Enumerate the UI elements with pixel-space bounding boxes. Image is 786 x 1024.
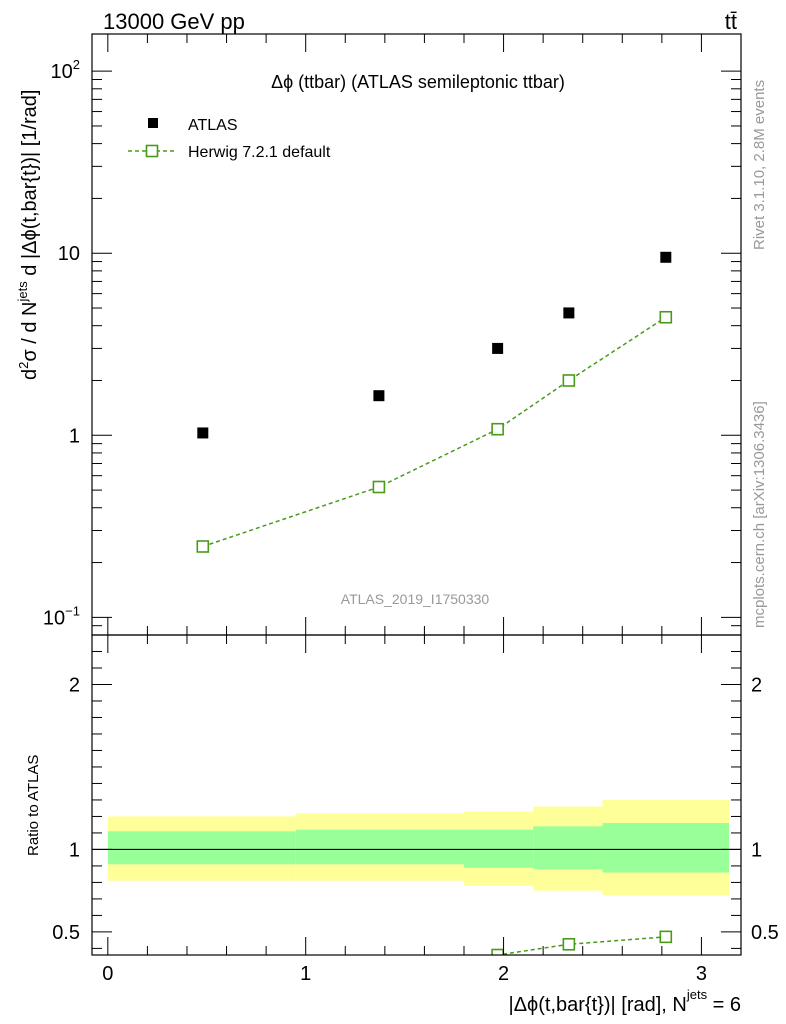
main-panel: 10−1 1 10 102 Δϕ (ttbar) (ATLAS semileptoni…	[15, 33, 742, 636]
ratio-y-axis-label: Ratio to ATLAS	[25, 755, 42, 856]
herwig-line	[202, 316, 667, 548]
herwig-point	[659, 310, 673, 324]
x-tick-label: 1	[300, 963, 311, 985]
ratio-y-tick-label: 2	[69, 674, 80, 696]
main-y-axis-label: d2σ / d Njets d |Δϕ(t,bar{t})| [1/rad]	[15, 90, 41, 380]
atlas-point	[563, 307, 575, 319]
atlas-point	[660, 251, 672, 263]
ratio-point	[659, 930, 673, 944]
x-tick-label: 2	[498, 963, 509, 985]
legend-herwig-marker	[145, 144, 159, 158]
ratio-y-tick-label-right: 1	[751, 839, 762, 861]
ratio-point	[197, 970, 208, 981]
ratio-series-line	[485, 936, 666, 955]
ratio-axis-ticks: 0 1 2 3 0.5 0.5 1 1 2 2	[52, 635, 779, 985]
main-data-layer	[196, 251, 673, 553]
header-energy-label: 13000 GeV pp	[103, 9, 245, 34]
rivet-label: Rivet 3.1.10, 2.8M events	[751, 80, 768, 250]
x-tick-label: 0	[102, 963, 113, 985]
x-axis-label: |Δϕ(t,bar{t})| [rad], Njets = 6	[509, 987, 742, 1016]
uncertainty-band-inner	[107, 831, 296, 865]
header-process-label: tt̄	[725, 9, 737, 34]
herwig-point	[562, 374, 576, 387]
ratio-y-tick-label: 1	[69, 839, 80, 861]
ratio-panel: 0 1 2 3 0.5 0.5 1 1 2 2 Ratio to ATLAS |Δϕ(t,bar{…	[25, 634, 779, 1016]
legend-atlas-label: ATLAS	[188, 117, 238, 134]
mcplots-label: mcplots.cern.ch [arXiv:1306.3436]	[751, 401, 768, 628]
main-y-tick-label: 1	[69, 425, 80, 447]
legend: ATLAS Herwig 7.2.1 default	[128, 117, 331, 161]
legend-herwig-label: Herwig 7.2.1 default	[188, 144, 331, 161]
atlas-point	[492, 342, 504, 354]
ratio-data-layer	[92, 799, 741, 981]
main-y-tick-label: 102	[51, 57, 80, 83]
ratio-frame	[91, 634, 742, 956]
herwig-point	[196, 540, 210, 553]
uncertainty-band-inner	[602, 823, 730, 873]
ratio-y-tick-label: 0.5	[52, 922, 80, 944]
main-y-tick-label: 10−1	[43, 603, 80, 629]
atlas-point	[373, 390, 385, 402]
watermark-label: ATLAS_2019_I1750330	[341, 591, 490, 607]
uncertainty-band-inner	[295, 829, 464, 865]
legend-atlas-marker	[148, 118, 158, 128]
ratio-series-group	[197, 930, 673, 981]
uncertainty-band-inner	[463, 829, 534, 868]
ratio-point	[373, 957, 384, 968]
x-tick-label: 3	[696, 963, 707, 985]
herwig-point	[491, 422, 504, 436]
ratio-y-tick-label-right: 0.5	[751, 922, 779, 944]
main-axis-ticks: 10−1 1 10 102	[43, 34, 741, 636]
ratio-point	[562, 937, 576, 951]
herwig-point	[372, 480, 386, 494]
atlas-point	[197, 427, 209, 439]
plot-title: Δϕ (ttbar) (ATLAS semileptonic ttbar)	[271, 72, 565, 92]
ratio-y-tick-label-right: 2	[751, 674, 762, 696]
main-y-tick-label: 10	[58, 243, 80, 265]
ratio-point	[491, 948, 504, 955]
uncertainty-band-inner	[533, 826, 603, 870]
